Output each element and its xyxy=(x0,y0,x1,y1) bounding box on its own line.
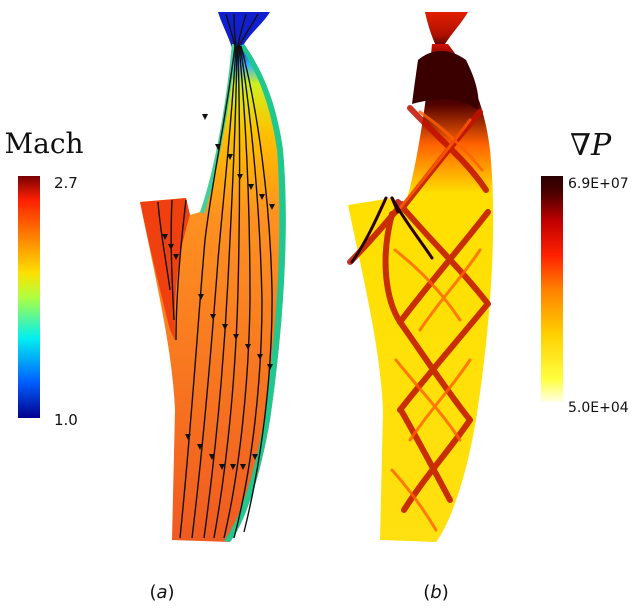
pressure-gradient-colorbar: ∇P 6.9E+07 5.0E+04 xyxy=(541,128,629,416)
panel-b-pressure-gradient-field xyxy=(347,12,494,542)
panel-b-shock-lines xyxy=(347,105,491,532)
mach-colorbar-title: Mach xyxy=(4,127,83,160)
panel-b-throat xyxy=(425,12,468,50)
mach-colorbar-max-label: 2.7 xyxy=(54,174,78,192)
panel-a-wall-layer xyxy=(224,44,286,542)
pressure-gradient-colorbar-max-label: 6.9E+07 xyxy=(568,176,629,192)
mach-colorbar-min-label: 1.0 xyxy=(54,411,78,429)
mach-colorbar: Mach 2.7 1.0 xyxy=(4,127,83,429)
pressure-gradient-colorbar-title: ∇P xyxy=(570,128,612,163)
panel-a-caption: (a) xyxy=(149,582,174,603)
pressure-gradient-colorbar-min-label: 5.0E+04 xyxy=(568,400,629,416)
mach-colorbar-gradient xyxy=(18,176,40,418)
panel-a-streamlines xyxy=(157,13,273,539)
panel-a-mach-field xyxy=(140,12,286,542)
panel-b-caption: (b) xyxy=(423,582,449,603)
panel-a-nozzle-body xyxy=(140,44,286,542)
panel-a-side-inlet xyxy=(140,198,190,340)
panel-a-streamline-arrows xyxy=(162,114,275,470)
pressure-gradient-colorbar-gradient xyxy=(541,176,563,402)
panel-a-throat xyxy=(218,12,270,48)
panel-b-throat-shock xyxy=(412,51,479,110)
